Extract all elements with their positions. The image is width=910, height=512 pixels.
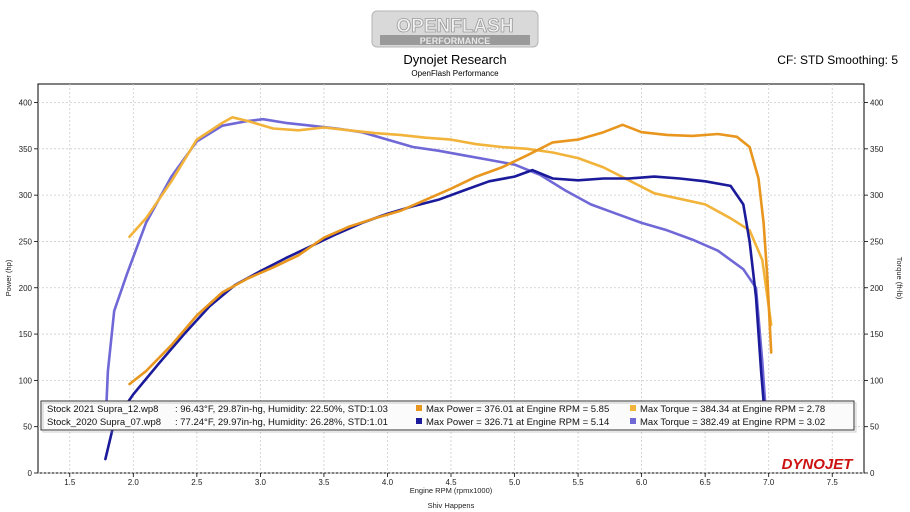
x-tick-label: 5.0	[509, 478, 521, 487]
series-line-power	[104, 168, 767, 461]
x-tick-label: 7.5	[827, 478, 839, 487]
legend: Stock 2021 Supra_12.wp8 : 96.43°F, 29.87…	[40, 400, 857, 433]
y-tick-label-left: 100	[19, 376, 33, 385]
y-axis-label-right: Torque (ft-lb)	[895, 257, 904, 300]
chart-title: Dynojet Research	[403, 52, 506, 67]
y-tick-label-left: 250	[19, 237, 33, 246]
series-lines	[104, 116, 773, 461]
openflash-logo: OPENFLASH PERFORMANCE	[371, 10, 539, 48]
series-line-torque	[104, 117, 768, 428]
x-tick-label: 6.5	[700, 478, 712, 487]
legend-max-torque: Max Torque = 384.34 at Engine RPM = 2.78	[640, 404, 825, 415]
x-tick-label: 6.0	[636, 478, 648, 487]
legend-power-swatch	[416, 418, 422, 424]
y-tick-label-right: 200	[870, 284, 884, 293]
logo-line2: PERFORMANCE	[420, 36, 491, 46]
y-tick-label-left: 150	[19, 330, 33, 339]
y-tick-label-right: 100	[870, 376, 884, 385]
legend-max-power: Max Power = 376.01 at Engine RPM = 5.85	[426, 404, 609, 415]
x-tick-label: 2.0	[128, 478, 140, 487]
y-tick-label-right: 250	[870, 237, 884, 246]
footer-note: Shiv Happens	[428, 501, 475, 510]
legend-row: Stock 2021 Supra_12.wp8 : 96.43°F, 29.87…	[47, 404, 825, 415]
legend-row: Stock_2020 Supra_07.wp8 : 77.24°F, 29.97…	[47, 417, 825, 428]
series-line-torque	[128, 116, 773, 327]
x-tick-label: 2.5	[191, 478, 203, 487]
dynojet-brand: DYNOJET	[782, 456, 855, 473]
legend-file: Stock 2021 Supra_12.wp8	[47, 404, 158, 415]
y-axis-label-left: Power (hp)	[4, 259, 13, 296]
x-tick-label: 5.5	[573, 478, 585, 487]
cf-smoothing: CF: STD Smoothing: 5	[777, 53, 898, 67]
legend-max-power: Max Power = 326.71 at Engine RPM = 5.14	[426, 417, 609, 428]
y-ticks-left: 0 50 100 150 200 250 300 350 400	[19, 99, 38, 478]
legend-power-swatch	[416, 405, 422, 411]
y-tick-label-right: 350	[870, 145, 884, 154]
legend-conditions: : 96.43°F, 29.87in-hg, Humidity: 22.50%,…	[175, 404, 388, 415]
y-tick-label-right: 400	[870, 99, 884, 108]
y-ticks-right: 0 50 100 150 200 250 300 350 400	[864, 99, 884, 478]
legend-torque-swatch	[630, 418, 636, 424]
x-tick-label: 7.0	[763, 478, 775, 487]
x-tick-label: 3.5	[318, 478, 330, 487]
logo-line1: OPENFLASH	[396, 16, 513, 37]
y-tick-label-left: 50	[23, 423, 32, 432]
series-line-power	[128, 123, 773, 386]
y-tick-label-left: 350	[19, 145, 33, 154]
chart-subtitle: OpenFlash Performance	[411, 69, 499, 78]
x-tick-label: 1.5	[64, 478, 76, 487]
y-tick-label-right: 150	[870, 330, 884, 339]
x-tick-label: 4.0	[382, 478, 394, 487]
x-axis-label: Engine RPM (rpmx1000)	[410, 486, 493, 495]
y-tick-label-left: 0	[28, 469, 33, 478]
y-tick-label-right: 0	[870, 469, 875, 478]
legend-torque-swatch	[630, 405, 636, 411]
x-tick-label: 3.0	[255, 478, 267, 487]
y-tick-label-left: 200	[19, 284, 33, 293]
legend-conditions: : 77.24°F, 29.97in-hg, Humidity: 26.28%,…	[175, 417, 388, 428]
legend-file: Stock_2020 Supra_07.wp8	[47, 417, 161, 428]
y-tick-label-right: 300	[870, 191, 884, 200]
y-tick-label-right: 50	[870, 423, 879, 432]
x-ticks: 1.5 2.0 2.5 3.0 3.5 4.0 4.5 5.0 5.5 6.0 6.5 7.0 7.5	[64, 473, 838, 487]
legend-max-torque: Max Torque = 382.49 at Engine RPM = 3.02	[640, 417, 825, 428]
y-tick-label-left: 400	[19, 99, 33, 108]
y-tick-label-left: 300	[19, 191, 33, 200]
x-tick-label: 4.5	[445, 478, 457, 487]
